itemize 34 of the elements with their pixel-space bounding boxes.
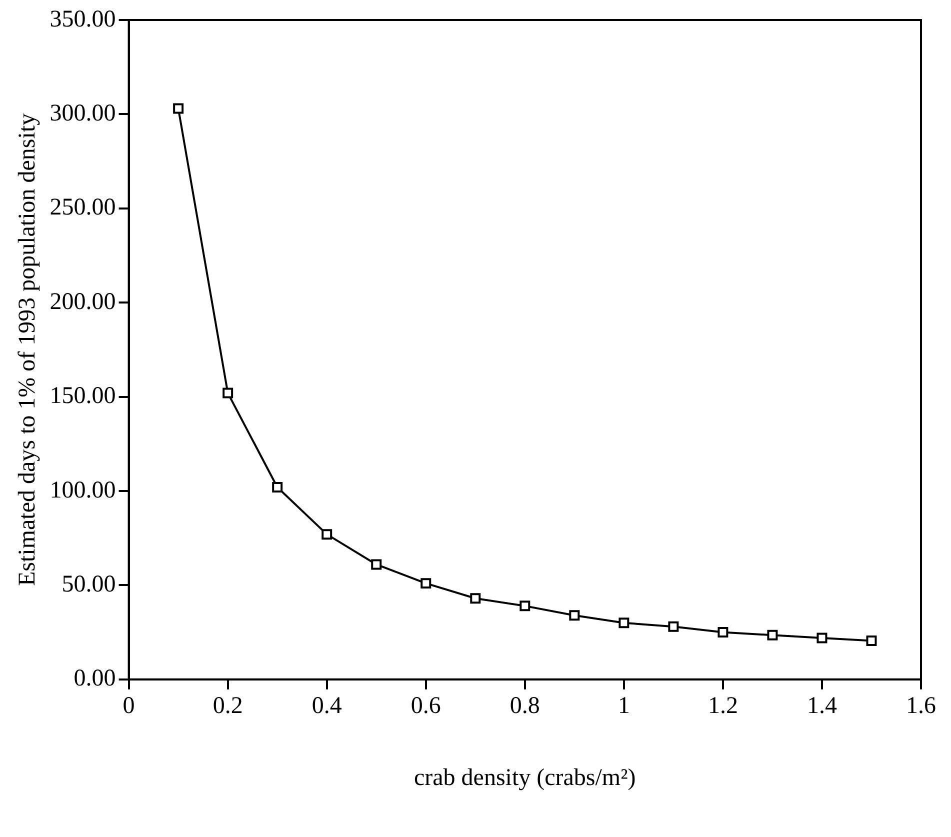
x-tick-label: 0.8 bbox=[510, 693, 540, 720]
y-axis-title: Estimated days to 1% of 1993 population density bbox=[14, 113, 41, 586]
point bbox=[173, 103, 184, 114]
x-axis-title: crab density (crabs/m²) bbox=[414, 764, 636, 791]
point bbox=[668, 621, 679, 632]
x-tick-label: 1.6 bbox=[906, 693, 936, 720]
y-tick-label: 300.00 bbox=[50, 100, 116, 126]
x-tick-label: 1.2 bbox=[708, 693, 738, 720]
x-tick-label: 0 bbox=[122, 693, 135, 720]
y-tick-label: 250.00 bbox=[50, 194, 116, 221]
point bbox=[371, 559, 382, 570]
y-tick-label: 150.00 bbox=[50, 383, 116, 410]
point bbox=[767, 630, 778, 640]
y-tick-label: 50.00 bbox=[62, 571, 116, 598]
y-tick-label: 200.00 bbox=[50, 288, 116, 315]
point bbox=[272, 482, 283, 492]
point bbox=[420, 578, 432, 589]
y-tick-label: 100.00 bbox=[50, 477, 116, 504]
y-tick-label: 350.00 bbox=[50, 6, 116, 32]
point bbox=[322, 529, 332, 540]
x-tick-label: 1 bbox=[618, 693, 630, 720]
point bbox=[470, 593, 481, 604]
point bbox=[816, 632, 828, 644]
point bbox=[866, 636, 877, 646]
y-tick-label: 0.00 bbox=[74, 666, 116, 692]
x-tick-label: 0.4 bbox=[312, 693, 342, 720]
point bbox=[222, 388, 234, 398]
point bbox=[718, 627, 728, 638]
x-tick-label: 0.6 bbox=[410, 693, 441, 720]
x-tick-label: 1.4 bbox=[806, 693, 837, 720]
x-tick-label: 0.2 bbox=[212, 693, 243, 720]
point bbox=[569, 610, 580, 621]
point bbox=[520, 600, 530, 612]
point bbox=[618, 618, 630, 628]
